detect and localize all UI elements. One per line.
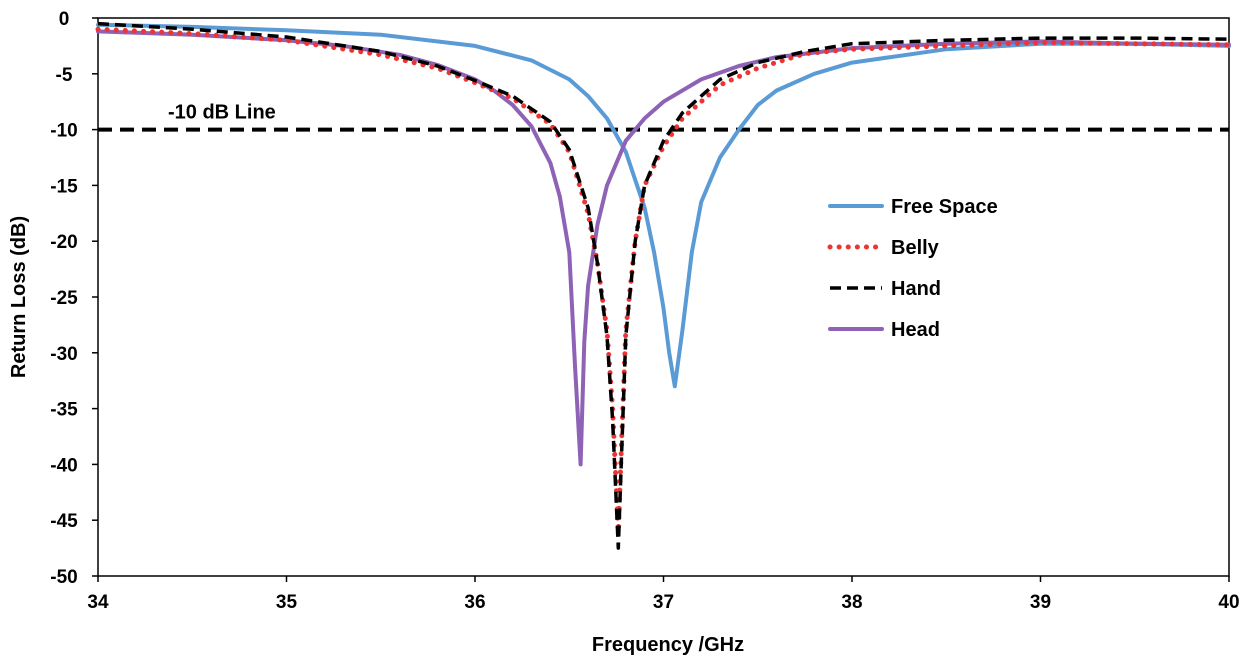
series-line-hand	[97, 21, 1230, 550]
y-tick-label: -10	[50, 121, 77, 142]
reference-line-label: -10 dB Line	[168, 102, 276, 124]
y-tick-label: -5	[56, 65, 73, 86]
legend-label-free-space: Free Space	[891, 196, 998, 218]
x-tick-label: 40	[1218, 592, 1239, 613]
x-tick-label: 37	[653, 592, 674, 613]
legend-label-belly: Belly	[891, 237, 940, 259]
y-tick-label: -25	[50, 288, 78, 309]
y-tick-label: -40	[50, 455, 77, 476]
y-tick-label: -35	[50, 400, 78, 421]
legend-label-hand: Hand	[891, 278, 941, 300]
x-tick-label: 34	[87, 592, 109, 613]
series-line-free-space	[96, 22, 1231, 389]
legend-label-head: Head	[891, 319, 940, 341]
x-tick-label: 36	[464, 592, 485, 613]
x-tick-label: 35	[276, 592, 298, 613]
y-axis-ticks: 0 -5 -10 -15 -20 -25 -30 -35 -40 -45 -50	[50, 9, 98, 588]
y-tick-label: -30	[50, 344, 77, 365]
x-axis-ticks: 34 35 36 37 38 39 40	[87, 576, 1240, 613]
legend: Free Space Belly Hand Head	[827, 196, 998, 341]
y-tick-label: -15	[50, 176, 78, 197]
x-tick-label: 39	[1030, 592, 1051, 613]
series-line-head	[96, 29, 1231, 467]
y-tick-label: -45	[50, 511, 78, 532]
reference-line-group: -10 dB Line	[98, 102, 1229, 132]
x-axis-label: Frequency /GHz	[592, 634, 744, 656]
series-group	[95, 21, 1232, 550]
y-tick-label: -50	[50, 567, 77, 588]
y-axis-label: Return Loss (dB)	[8, 216, 30, 378]
y-tick-label: 0	[59, 9, 70, 30]
x-tick-label: 38	[841, 592, 862, 613]
y-tick-label: -20	[50, 232, 77, 253]
